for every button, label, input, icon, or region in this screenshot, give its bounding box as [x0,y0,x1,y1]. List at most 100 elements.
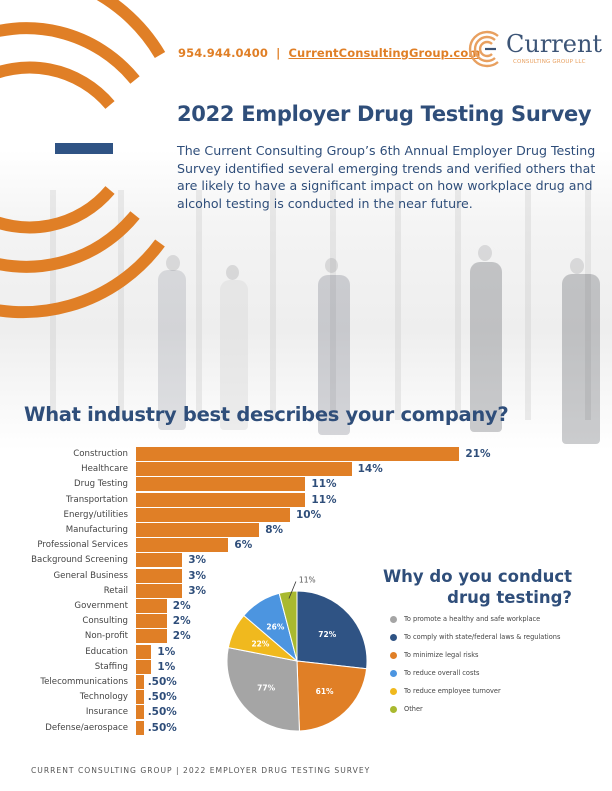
bar [136,492,306,507]
bar-label: Healthcare [81,464,128,475]
bar-value: 8% [265,524,284,536]
office-background-photo [0,150,612,450]
bar-row: Transportation 11% [0,492,612,507]
pie-slice-label: 26% [266,623,284,632]
bar-row: Staffing 1% [0,659,612,674]
company-logo: Current CONSULTING GROUP LLC [466,28,606,70]
legend-swatch-icon [390,634,397,641]
concentric-c-logo-icon [468,30,499,68]
bar-row: Construction 21% [0,447,612,461]
bar-label: Insurance [85,707,128,718]
legend-swatch-icon [390,616,397,623]
bar-value: 21% [465,448,491,460]
bar [136,705,144,720]
pie-slice [278,590,298,662]
bar-label: Defense/aerospace [45,722,128,733]
bar-value: 3% [188,554,207,567]
legend-label: To minimize legal risks [404,651,479,659]
pie-slice [226,647,300,732]
bar [136,523,260,537]
bar-label: Technology [79,692,128,703]
bar-label: Retail [103,585,128,596]
bar [136,447,460,461]
bar [136,477,306,492]
legend-label: To reduce overall costs [404,669,480,677]
bar-label: Background Screening [31,555,128,566]
bar-label: General Business [53,570,129,581]
reasons-title-line2: drug testing? [447,588,572,607]
legend-swatch-icon [390,652,397,659]
bar [136,553,183,568]
reasons-chart-title: Why do you conduct drug testing? [383,566,572,608]
bar [136,644,152,659]
intro-paragraph: The Current Consulting Group’s 6th Annua… [177,143,596,211]
bar-row: Education 1% [0,644,612,659]
bar-value: .50% [147,676,177,688]
contact-info: 954.944.0400 | CurrentConsultingGroup.co… [178,46,480,60]
bar-value: 11% [311,493,337,506]
bar-value: 3% [188,584,207,597]
bar-value: .50% [147,691,177,704]
bar-label: Telecommunications [40,677,128,687]
bar-value: 1% [157,645,176,658]
reasons-title-line1: Why do you conduct [382,567,572,586]
bar-row: General Business 3% [0,568,612,583]
bar-row: Non-profit 2% [0,629,612,644]
pie-slice-label: 77% [257,683,275,692]
bar-value: 2% [172,630,191,643]
bar-label: Non-profit [84,631,128,642]
bar-value: 1% [157,660,176,673]
bar-row: Telecommunications .50% [0,675,612,689]
bar-label: Manufacturing [65,525,128,535]
bar-value: 2% [172,600,191,612]
bar-label: Staffing [94,661,128,672]
bar [136,599,167,613]
bar-row: Healthcare 14% [0,462,612,477]
industry-chart-title: What industry best describes your compan… [24,403,509,426]
bar-value: 10% [296,508,322,521]
legend-label: To comply with state/federal laws & regu… [404,633,561,641]
pie-slice-label: 72% [318,630,336,639]
pie-slice-label: 11% [299,576,316,585]
bar-label: Construction [73,449,128,459]
legend-swatch-icon [390,688,397,695]
bar-row: Government 2% [0,599,612,613]
bar-row: Retail 3% [0,583,612,598]
bar-label: Consulting [82,616,128,627]
reasons-pie-chart: 72% 61% 77% 22% 26% 11% [226,576,368,732]
bar [136,462,352,477]
pie-slice [296,660,368,732]
pie-slice-label: 61% [316,687,334,696]
legend-swatch-icon [390,706,397,713]
bar-row: Insurance .50% [0,705,612,720]
navy-dash [55,143,113,154]
bar-row: Manufacturing 8% [0,523,612,537]
phone-number[interactable]: 954.944.0400 [178,46,268,60]
legend-label: To reduce employee turnover [404,687,501,695]
bar-label: Professional Services [37,540,128,551]
legend-label: Other [404,705,423,713]
bar-label: Government [74,601,128,611]
pie-slice [296,590,368,670]
bar [136,538,229,553]
bar [136,629,167,644]
bar [136,583,183,598]
bar-value: .50% [147,706,177,719]
bar-label: Energy/utilities [63,509,128,520]
website-link[interactable]: CurrentConsultingGroup.com [288,46,481,60]
bar [136,720,144,735]
separator: | [276,46,281,60]
page-title: 2022 Employer Drug Testing Survey [177,102,592,126]
bar [136,614,167,629]
bar-row: Energy/utilities 10% [0,507,612,522]
bar-label: Education [85,646,128,657]
concentric-arcs-graphic [0,0,166,319]
bar [136,675,144,689]
bar [136,659,152,674]
bar [136,690,144,705]
pie-slice-label: 22% [251,639,269,648]
legend-label: To promote a healthy and safe workplace [404,615,541,623]
bar-value: 6% [234,539,253,552]
bar-row: Background Screening 3% [0,553,612,568]
